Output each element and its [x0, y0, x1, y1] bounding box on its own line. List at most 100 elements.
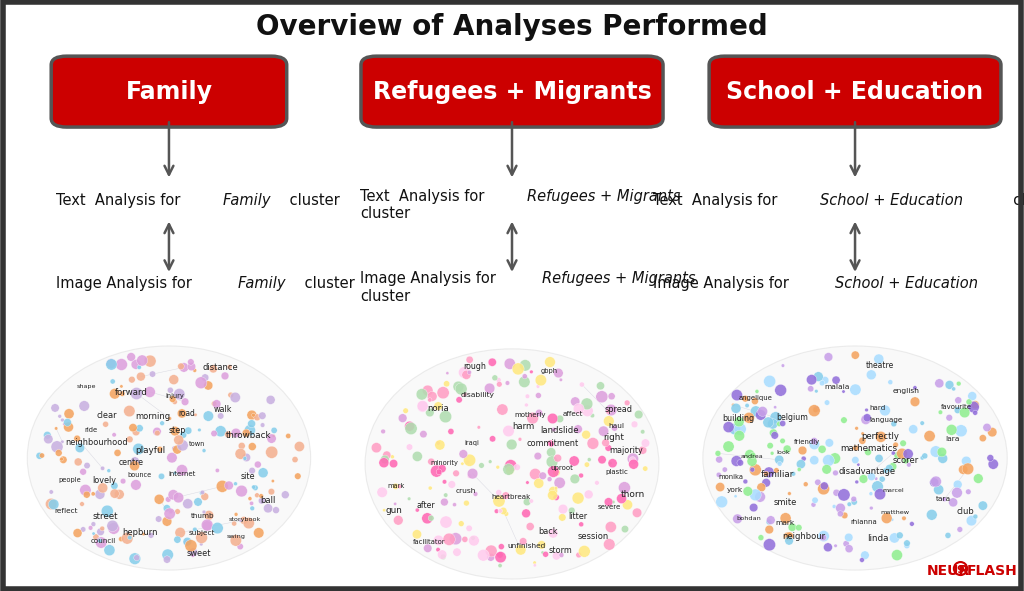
Ellipse shape	[443, 533, 456, 545]
Ellipse shape	[187, 362, 196, 371]
Text: scorer: scorer	[892, 456, 919, 465]
Ellipse shape	[420, 430, 427, 438]
Text: School + Education: School + Education	[726, 80, 984, 103]
Ellipse shape	[766, 516, 775, 524]
Ellipse shape	[430, 465, 442, 477]
Text: town: town	[189, 441, 206, 447]
Ellipse shape	[906, 463, 911, 467]
Ellipse shape	[202, 374, 209, 381]
Ellipse shape	[434, 402, 442, 410]
Ellipse shape	[194, 413, 198, 417]
Text: tara: tara	[936, 496, 951, 502]
Ellipse shape	[873, 354, 884, 364]
Ellipse shape	[851, 499, 857, 505]
Ellipse shape	[836, 504, 846, 513]
Ellipse shape	[225, 431, 231, 438]
Ellipse shape	[756, 410, 766, 420]
Ellipse shape	[393, 515, 403, 525]
Ellipse shape	[462, 371, 471, 379]
Ellipse shape	[787, 492, 792, 495]
Text: english: english	[893, 388, 921, 394]
Ellipse shape	[519, 360, 530, 371]
Ellipse shape	[155, 430, 160, 436]
Ellipse shape	[166, 496, 171, 502]
Ellipse shape	[144, 355, 156, 367]
Ellipse shape	[266, 395, 275, 404]
Ellipse shape	[547, 447, 556, 457]
Ellipse shape	[548, 528, 558, 538]
Ellipse shape	[824, 400, 829, 405]
Text: ball: ball	[260, 496, 275, 505]
Ellipse shape	[750, 504, 758, 512]
Ellipse shape	[811, 437, 818, 445]
Ellipse shape	[842, 512, 848, 519]
Ellipse shape	[910, 397, 920, 407]
Ellipse shape	[569, 456, 580, 466]
Ellipse shape	[886, 465, 893, 472]
Ellipse shape	[962, 456, 971, 466]
Ellipse shape	[553, 494, 559, 501]
Ellipse shape	[428, 458, 434, 465]
Text: distance: distance	[203, 363, 239, 372]
Ellipse shape	[133, 443, 144, 454]
Ellipse shape	[752, 398, 759, 405]
Ellipse shape	[428, 515, 434, 521]
Ellipse shape	[60, 440, 65, 443]
Ellipse shape	[622, 525, 629, 532]
Ellipse shape	[228, 392, 233, 398]
Ellipse shape	[102, 421, 109, 427]
Ellipse shape	[946, 414, 952, 421]
Ellipse shape	[80, 485, 91, 496]
Ellipse shape	[193, 527, 198, 532]
Ellipse shape	[497, 404, 508, 415]
Ellipse shape	[250, 501, 254, 505]
Ellipse shape	[783, 532, 793, 541]
Ellipse shape	[196, 532, 208, 544]
Text: Image Analysis for: Image Analysis for	[653, 276, 794, 291]
Ellipse shape	[253, 485, 258, 491]
Ellipse shape	[731, 456, 742, 466]
Ellipse shape	[548, 466, 559, 478]
Ellipse shape	[453, 503, 457, 506]
Ellipse shape	[891, 518, 894, 521]
Ellipse shape	[122, 532, 133, 544]
Ellipse shape	[874, 489, 886, 500]
Ellipse shape	[177, 363, 184, 369]
Ellipse shape	[424, 544, 432, 553]
Ellipse shape	[541, 551, 544, 554]
Ellipse shape	[957, 527, 963, 532]
Ellipse shape	[518, 376, 530, 388]
Text: cluster: cluster	[1005, 193, 1024, 209]
Ellipse shape	[234, 512, 238, 517]
Ellipse shape	[183, 539, 190, 545]
Ellipse shape	[888, 379, 893, 385]
Ellipse shape	[435, 440, 445, 450]
Ellipse shape	[427, 391, 437, 401]
Ellipse shape	[428, 398, 432, 402]
Ellipse shape	[535, 452, 542, 460]
Ellipse shape	[988, 459, 998, 469]
Ellipse shape	[413, 452, 423, 462]
Ellipse shape	[716, 482, 725, 492]
Ellipse shape	[91, 492, 95, 496]
Ellipse shape	[173, 445, 181, 454]
Ellipse shape	[866, 370, 877, 380]
Ellipse shape	[525, 394, 529, 398]
Ellipse shape	[176, 465, 187, 476]
Ellipse shape	[248, 420, 256, 428]
Ellipse shape	[209, 365, 217, 373]
Ellipse shape	[134, 555, 139, 561]
Ellipse shape	[91, 522, 96, 527]
Ellipse shape	[859, 437, 866, 444]
Text: monika: monika	[719, 475, 743, 480]
Text: storm: storm	[549, 546, 572, 555]
Ellipse shape	[731, 389, 742, 401]
Ellipse shape	[859, 557, 864, 563]
Text: sweet: sweet	[186, 548, 211, 558]
Ellipse shape	[496, 489, 502, 496]
Ellipse shape	[951, 387, 955, 391]
Ellipse shape	[163, 505, 171, 512]
Ellipse shape	[74, 458, 82, 466]
Text: after: after	[417, 502, 435, 511]
Ellipse shape	[833, 470, 839, 476]
